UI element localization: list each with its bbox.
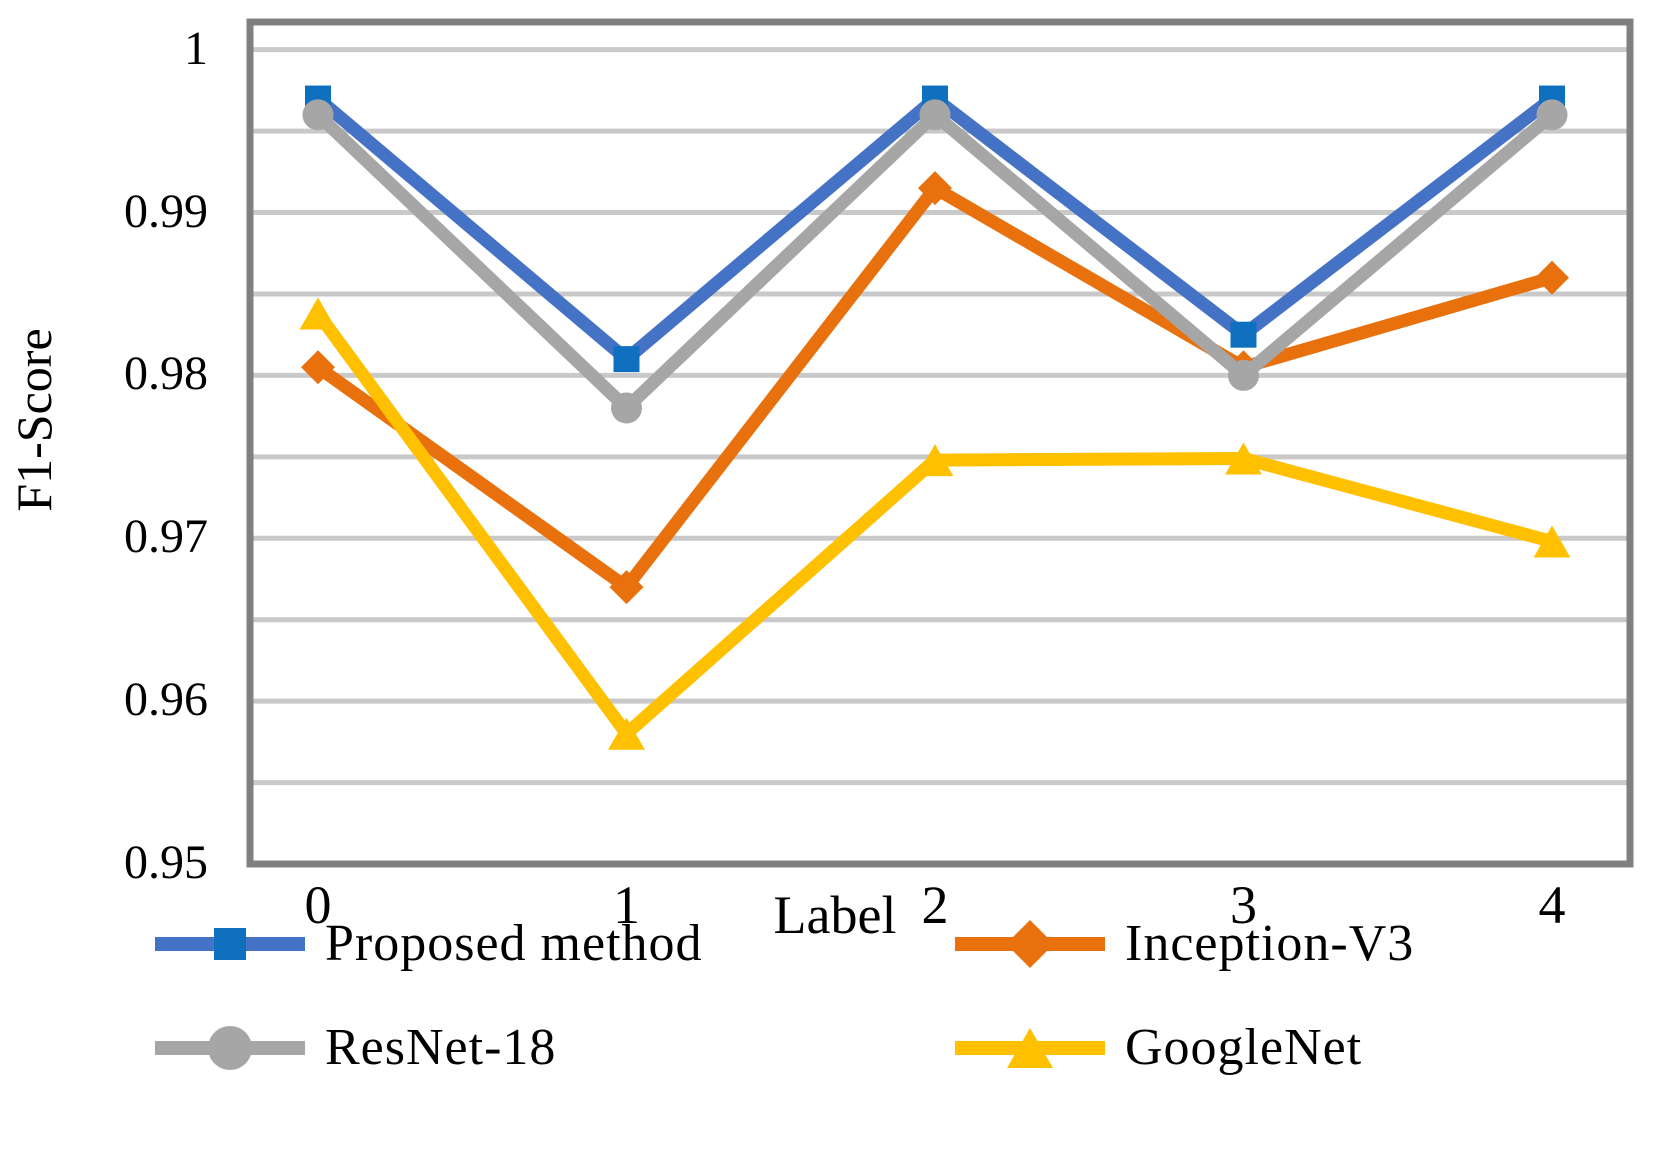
legend-swatch-square-icon [155, 928, 305, 960]
series-line-proposed-method [311, 92, 1559, 366]
circle-marker [611, 392, 642, 424]
legend-item-googlenet: GoogleNet [955, 1016, 1362, 1080]
triangle-marker [608, 717, 645, 750]
diamond-marker [609, 570, 644, 605]
square-marker [613, 346, 640, 373]
legend-swatch-circle-icon [155, 1026, 305, 1070]
x-axis-title: Label [773, 885, 897, 945]
diamond-marker [301, 350, 335, 385]
legend-label: Proposed method [325, 915, 703, 972]
x-tick-label: 0 [304, 875, 332, 935]
y-tick-label: 0.95 [124, 836, 208, 890]
plot-border [246, 18, 1634, 868]
y-tick-label: 1 [184, 21, 208, 75]
legend-swatch-diamond-icon [955, 920, 1105, 968]
square-marker [214, 928, 246, 960]
x-tick-label: 2 [921, 875, 949, 935]
x-tick-label: 3 [1230, 875, 1257, 935]
legend-label: ResNet-18 [325, 1019, 557, 1076]
legend-item-proposed-method: Proposed method [155, 912, 703, 976]
legend-swatch-triangle-icon [955, 1028, 1105, 1068]
triangle-marker [299, 297, 337, 330]
triangle-marker [1533, 525, 1571, 558]
x-tick-label: 1 [613, 875, 640, 935]
y-tick-label: 0.97 [124, 510, 208, 564]
x-tick-label: 4 [1538, 875, 1566, 935]
circle-marker [302, 99, 334, 131]
y-axis-title: F1-Score [6, 328, 62, 512]
circle-marker [1536, 99, 1568, 131]
diamond-marker [918, 171, 952, 206]
square-marker [1230, 321, 1257, 348]
y-tick-label: 0.96 [124, 673, 208, 727]
legend-label: GoogleNet [1125, 1019, 1363, 1076]
legend-item-inception-v3: Inception-V3 [955, 912, 1414, 976]
circle-marker [919, 99, 951, 131]
y-tick-label: 0.99 [124, 184, 208, 238]
legend-label: Inception-V3 [1125, 915, 1415, 972]
y-tick-label: 0.98 [124, 347, 208, 401]
circle-marker [1228, 359, 1259, 391]
diamond-marker [1006, 920, 1054, 968]
diamond-marker [1535, 260, 1569, 295]
triangle-marker [1225, 442, 1262, 475]
triangle-marker [1007, 1028, 1053, 1068]
circle-marker [208, 1026, 252, 1070]
legend-item-resnet-18: ResNet-18 [155, 1016, 556, 1080]
triangle-marker [916, 444, 954, 477]
